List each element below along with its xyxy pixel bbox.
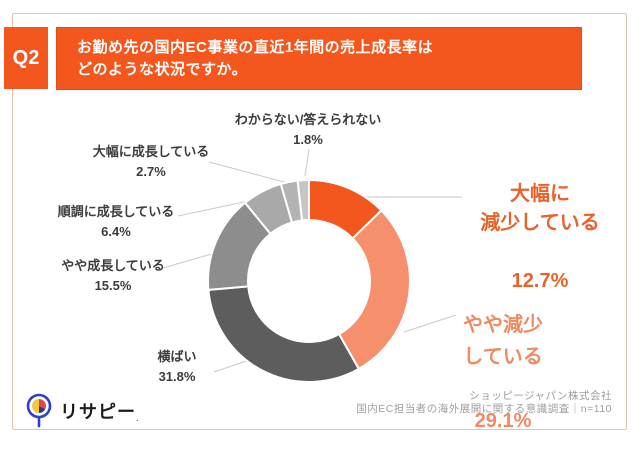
brand-name: リサピー xyxy=(60,402,136,422)
magnifier-pie-icon xyxy=(26,393,52,428)
donut-segment xyxy=(337,209,411,371)
question-title: お勤め先の国内EC事業の直近1年間の売上成長率は どのような状況ですか。 xyxy=(56,27,582,90)
source-survey: 国内EC担当者の海外展開に関する意識調査｜n=110 xyxy=(356,403,612,415)
question-number-badge: Q2 xyxy=(4,27,48,89)
source-company: ショッピージャパン株式会社 xyxy=(469,390,612,402)
donut-chart xyxy=(162,148,462,383)
callout-percent: 12.7% xyxy=(511,270,569,292)
source-attribution: ショッピージャパン株式会社 国内EC担当者の海外展開に関する意識調査｜n=110 xyxy=(356,390,612,416)
label-text: 横ばい xyxy=(157,349,197,364)
donut-segment xyxy=(207,285,361,383)
leader-line xyxy=(304,148,310,177)
brand-trademark-dot: . xyxy=(136,413,139,424)
label-major-growth: 大幅に成長している 2.7% xyxy=(66,142,236,182)
label-steady-growth: 順調に成長している 6.4% xyxy=(31,202,201,242)
brand-logo: リサピー . xyxy=(24,391,139,431)
callout-percent: 29.1% xyxy=(474,410,532,432)
label-slight-growth: やや成長している 15.5% xyxy=(28,256,198,296)
label-percent: 31.8% xyxy=(158,369,196,384)
callout-slight-decline: やや減少 している 29.1% xyxy=(428,277,578,469)
label-text: 大幅に成長している xyxy=(92,144,210,159)
label-percent: 1.8% xyxy=(293,132,323,147)
label-dont-know: わからない/答えられない 1.8% xyxy=(193,110,423,150)
callout-text: 大幅に 減少している xyxy=(480,183,600,234)
label-text: わからない/答えられない xyxy=(234,112,382,127)
label-percent: 15.5% xyxy=(94,278,132,293)
label-flat: 横ばい 31.8% xyxy=(92,347,262,387)
leader-lines xyxy=(162,148,462,373)
callout-major-decline: 大幅に 減少している 12.7% xyxy=(456,151,624,325)
label-text: 順調に成長している xyxy=(57,204,175,219)
survey-infographic: { "header": { "badge": "Q2", "question":… xyxy=(4,13,627,432)
leader-line xyxy=(403,314,457,333)
donut-segment xyxy=(296,178,310,222)
label-percent: 6.4% xyxy=(101,224,131,239)
label-percent: 2.7% xyxy=(136,164,166,179)
leader-line xyxy=(208,161,285,183)
leader-line xyxy=(177,198,259,217)
callout-text: やや減少 している xyxy=(463,314,543,368)
label-text: やや成長している xyxy=(61,258,165,273)
